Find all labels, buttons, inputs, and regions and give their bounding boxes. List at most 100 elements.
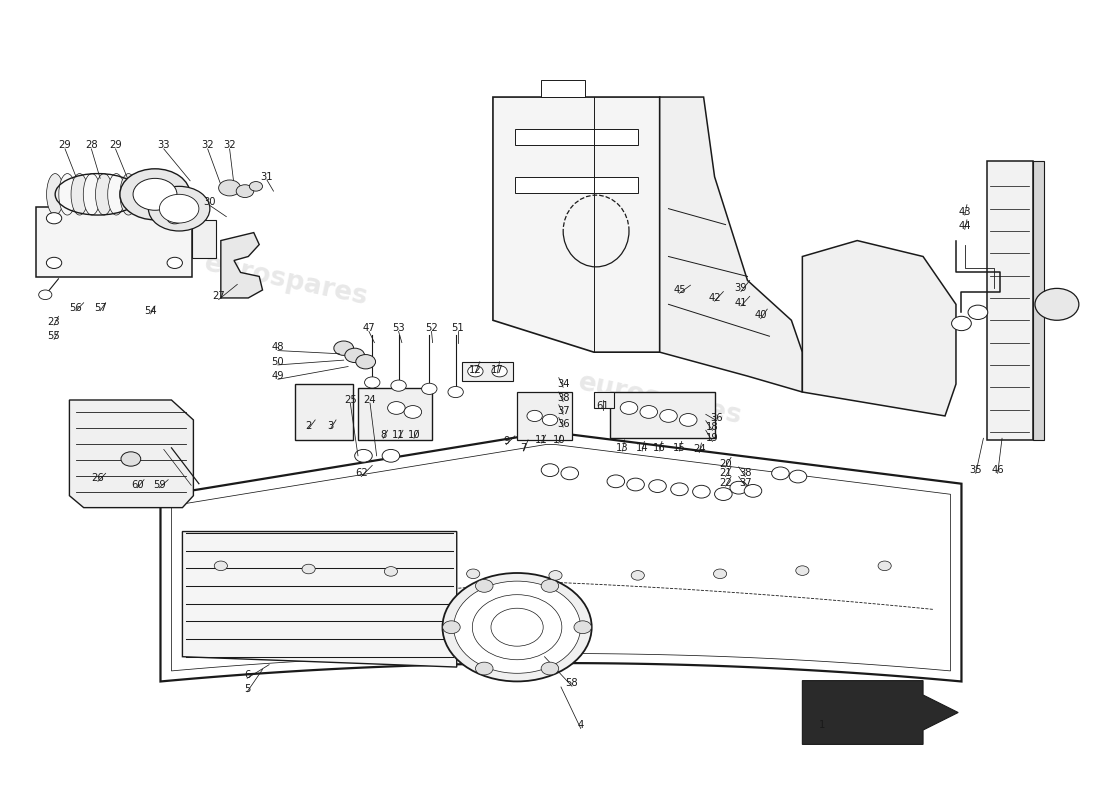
Text: 62: 62 [355, 468, 367, 478]
Circle shape [541, 579, 559, 592]
Circle shape [442, 573, 592, 682]
Text: 37: 37 [557, 406, 570, 416]
Text: 42: 42 [708, 293, 720, 303]
Polygon shape [161, 433, 961, 682]
Text: 4: 4 [578, 720, 584, 730]
Polygon shape [69, 400, 194, 508]
Circle shape [404, 406, 421, 418]
Text: 47: 47 [363, 323, 375, 334]
Text: 27: 27 [212, 291, 226, 302]
Polygon shape [987, 161, 1033, 440]
Text: 55: 55 [47, 331, 60, 342]
Ellipse shape [132, 174, 150, 215]
Circle shape [421, 383, 437, 394]
Ellipse shape [120, 174, 138, 215]
Circle shape [46, 213, 62, 224]
Circle shape [714, 569, 727, 578]
Circle shape [472, 594, 562, 660]
Circle shape [627, 478, 645, 491]
Text: eurospares: eurospares [575, 370, 744, 430]
Text: 6: 6 [244, 670, 251, 680]
Text: 38: 38 [557, 394, 570, 403]
Ellipse shape [72, 174, 88, 215]
Circle shape [214, 561, 228, 570]
Text: 8: 8 [381, 430, 386, 440]
Circle shape [549, 570, 562, 580]
Circle shape [789, 470, 806, 483]
Text: 34: 34 [557, 379, 570, 389]
Circle shape [492, 366, 507, 377]
Text: eurospares: eurospares [202, 250, 371, 310]
Text: 13: 13 [616, 443, 629, 453]
Polygon shape [493, 97, 660, 352]
Circle shape [354, 450, 372, 462]
Text: 28: 28 [85, 140, 98, 150]
Circle shape [442, 621, 460, 634]
Text: 33: 33 [157, 140, 170, 150]
Text: 32: 32 [201, 140, 214, 150]
Circle shape [541, 464, 559, 477]
Text: 58: 58 [565, 678, 579, 688]
Text: 36: 36 [711, 413, 723, 422]
Text: 1: 1 [818, 720, 825, 730]
Text: 43: 43 [958, 207, 971, 217]
Circle shape [39, 290, 52, 299]
Text: 57: 57 [94, 302, 107, 313]
Text: 10: 10 [552, 435, 565, 445]
Circle shape [355, 354, 375, 369]
Circle shape [364, 377, 380, 388]
Circle shape [468, 366, 483, 377]
Circle shape [730, 482, 748, 494]
Circle shape [463, 588, 571, 666]
Text: 18: 18 [706, 422, 718, 432]
Bar [36, 207, 192, 278]
Circle shape [121, 452, 141, 466]
Text: 59: 59 [153, 479, 166, 490]
Text: 50: 50 [272, 357, 284, 366]
Circle shape [491, 608, 543, 646]
Text: 60: 60 [131, 479, 144, 490]
Text: 37: 37 [739, 478, 751, 488]
Text: 40: 40 [755, 310, 767, 321]
Circle shape [148, 186, 210, 231]
Text: 21: 21 [719, 468, 732, 478]
Text: 24: 24 [693, 445, 705, 454]
Polygon shape [660, 97, 802, 392]
Circle shape [333, 341, 353, 355]
Circle shape [382, 450, 399, 462]
Polygon shape [802, 241, 956, 416]
Circle shape [649, 480, 667, 493]
Circle shape [167, 213, 183, 224]
Circle shape [475, 662, 493, 675]
Circle shape [46, 258, 62, 269]
Text: 32: 32 [223, 140, 235, 150]
Circle shape [1035, 288, 1079, 320]
Text: 45: 45 [673, 285, 685, 295]
Text: 12: 12 [469, 365, 482, 374]
Circle shape [120, 169, 190, 220]
Text: 10: 10 [408, 430, 420, 440]
Text: 35: 35 [969, 465, 982, 475]
Text: 46: 46 [991, 465, 1004, 475]
Circle shape [640, 406, 658, 418]
Text: 14: 14 [636, 443, 649, 453]
Text: 2: 2 [306, 421, 311, 430]
Polygon shape [462, 362, 513, 381]
Circle shape [475, 579, 493, 592]
Text: 44: 44 [958, 222, 971, 231]
Circle shape [660, 410, 678, 422]
Text: 53: 53 [393, 323, 405, 334]
Circle shape [302, 564, 316, 574]
Ellipse shape [84, 174, 100, 215]
Circle shape [671, 483, 689, 496]
Text: eurospares: eurospares [202, 530, 371, 590]
Polygon shape [296, 384, 352, 440]
Circle shape [795, 566, 808, 575]
Circle shape [952, 316, 971, 330]
Circle shape [561, 467, 579, 480]
Text: 25: 25 [344, 395, 356, 405]
Text: 52: 52 [425, 323, 438, 334]
Text: 29: 29 [109, 140, 122, 150]
Circle shape [453, 581, 581, 674]
Circle shape [250, 182, 263, 191]
